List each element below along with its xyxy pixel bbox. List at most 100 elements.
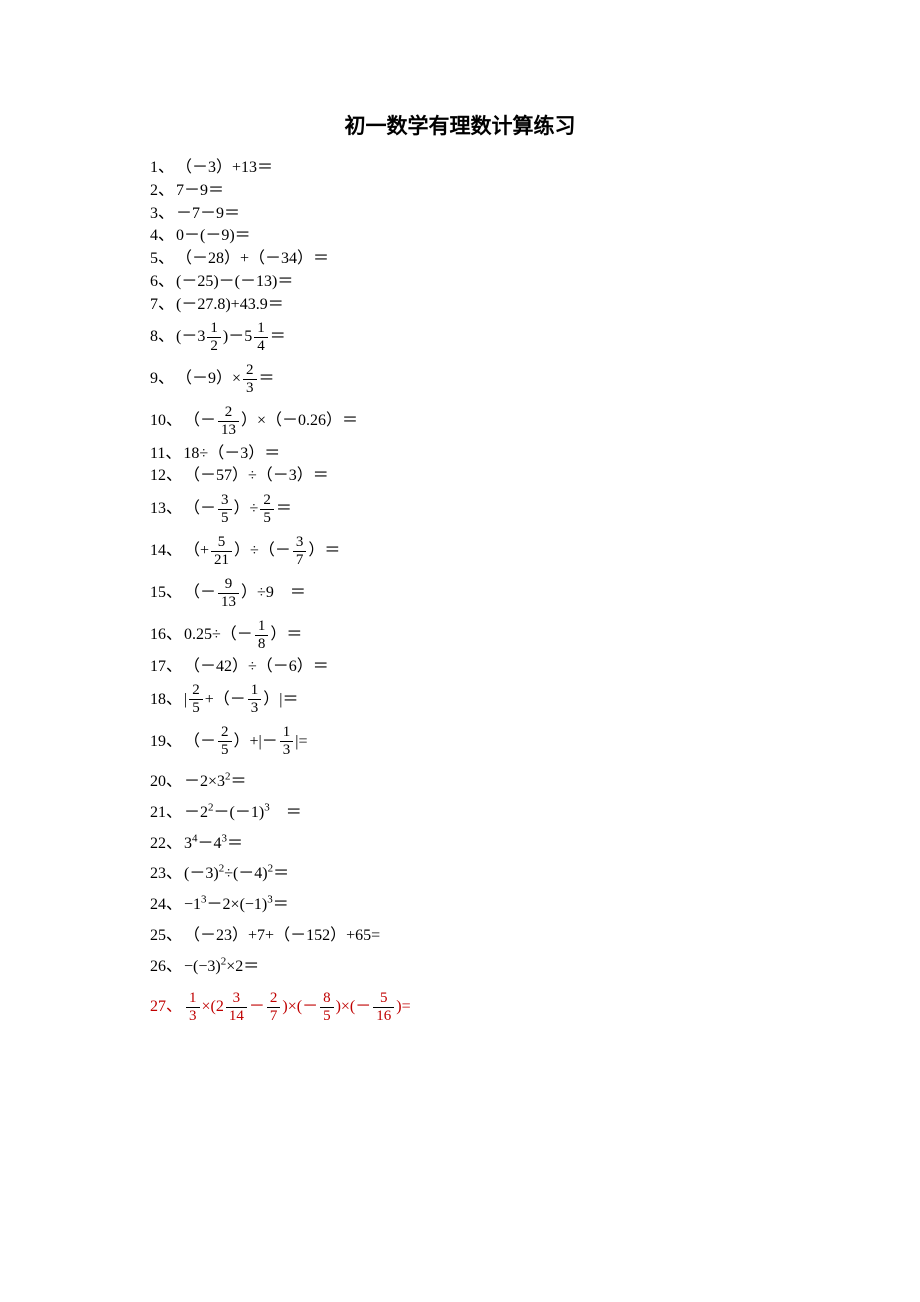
fraction: 25 <box>218 725 232 758</box>
fraction: 14 <box>254 321 268 354</box>
expr-part: | <box>184 690 187 711</box>
problem-14: 14、 （+ 521 ）÷（－ 37 ）＝ <box>150 531 770 571</box>
problem-expression: 0－(－9)＝ <box>176 226 251 247</box>
fraction: 516 <box>373 991 394 1024</box>
expr-part: （+ <box>184 541 209 562</box>
fraction: 23 <box>243 363 257 396</box>
problem-number: 22、 <box>150 834 182 855</box>
expr-part: |= <box>295 732 307 753</box>
problem-21: 21、 －22－(－1)3 ＝ <box>150 803 770 824</box>
problem-number: 2、 <box>150 181 174 202</box>
problem-expression: (－3)2÷(－4)2＝ <box>184 864 289 885</box>
expr-part: （－ <box>184 499 216 520</box>
expr-part: ＝ <box>276 499 292 520</box>
fraction: 13 <box>248 683 262 716</box>
problem-17: 17、 （－42）÷（－6）＝ <box>150 657 770 678</box>
problem-expression: （－28）+（－34）＝ <box>176 249 329 270</box>
problem-number: 14、 <box>150 541 182 562</box>
problem-number: 12、 <box>150 466 182 487</box>
problem-expression: －22－(－1)3 ＝ <box>184 803 302 824</box>
problem-expression: 34－43＝ <box>184 834 243 855</box>
problem-expression: －2×32＝ <box>184 772 247 793</box>
expr-part: ）|＝ <box>263 690 298 711</box>
problem-number: 18、 <box>150 690 182 711</box>
expr-part: )×(－ <box>336 997 372 1018</box>
problem-4: 4、 0－(－9)＝ <box>150 226 770 247</box>
problem-number: 3、 <box>150 204 174 225</box>
expr-part: （－ <box>184 411 216 432</box>
problem-expression: （－42）÷（－6）＝ <box>184 657 329 678</box>
fraction: 314 <box>226 991 247 1024</box>
problem-number: 5、 <box>150 249 174 270</box>
problem-3: 3、 －7－9＝ <box>150 204 770 225</box>
problem-number: 7、 <box>150 295 174 316</box>
expr-part: ×(2 <box>202 997 224 1018</box>
expr-part: 0.25÷（－ <box>184 625 253 646</box>
problem-expression: （－57）÷（－3）＝ <box>184 466 329 487</box>
problem-27: 27、 13 ×(2 314 － 27 )×(－ 85 )×(－ 516 )= <box>150 988 770 1028</box>
problem-number: 19、 <box>150 732 182 753</box>
problem-number: 4、 <box>150 226 174 247</box>
problem-15: 15、 （－ 913 ）÷9 ＝ <box>150 573 770 613</box>
expr-part: ）+|－ <box>234 732 278 753</box>
expr-part: ）＝ <box>270 625 302 646</box>
problem-18: 18、 | 25 +（－ 13 ）|＝ <box>150 680 770 720</box>
expr-part: ＝ <box>259 369 275 390</box>
problem-expression: (－25)－(－13)＝ <box>176 272 293 293</box>
problem-number: 16、 <box>150 625 182 646</box>
problem-expression: 7－9＝ <box>176 181 224 202</box>
fraction: 13 <box>280 725 294 758</box>
problem-expression: −(−3)2×2＝ <box>184 957 259 978</box>
fraction: 25 <box>260 493 274 526</box>
fraction: 913 <box>218 577 239 610</box>
expr-part: （－ <box>184 732 216 753</box>
fraction: 25 <box>189 683 203 716</box>
fraction: 35 <box>218 493 232 526</box>
expr-part: +（－ <box>205 690 246 711</box>
problem-23: 23、 (－3)2÷(－4)2＝ <box>150 864 770 885</box>
fraction: 18 <box>255 619 269 652</box>
problem-number: 21、 <box>150 803 182 824</box>
fraction: 27 <box>267 991 281 1024</box>
problem-2: 2、 7－9＝ <box>150 181 770 202</box>
problem-number: 27、 <box>150 997 182 1018</box>
problem-number: 17、 <box>150 657 182 678</box>
problem-expression: −13－2×(−1)3＝ <box>184 895 289 916</box>
problem-25: 25、 （－23）+7+（－152）+65= <box>150 926 770 947</box>
problem-number: 10、 <box>150 411 182 432</box>
problem-number: 23、 <box>150 864 182 885</box>
problem-number: 6、 <box>150 272 174 293</box>
problem-expression: (－27.8)+43.9＝ <box>176 295 284 316</box>
problem-1: 1、 （－3）+13＝ <box>150 158 770 179</box>
problem-number: 13、 <box>150 499 182 520</box>
page-title: 初一数学有理数计算练习 <box>150 110 770 140</box>
fraction: 12 <box>207 321 221 354</box>
expr-part: )×(－ <box>282 997 318 1018</box>
problem-number: 11、 <box>150 444 181 465</box>
problem-expression: （－3）+13＝ <box>176 158 273 179</box>
problem-number: 9、 <box>150 369 174 390</box>
problem-13: 13、 （－ 35 ）÷ 25 ＝ <box>150 489 770 529</box>
problem-5: 5、 （－28）+（－34）＝ <box>150 249 770 270</box>
problem-26: 26、 −(−3)2×2＝ <box>150 957 770 978</box>
problem-10: 10、 （－ 213 ）×（－0.26）＝ <box>150 402 770 442</box>
expr-part: （－9）× <box>176 369 241 390</box>
problem-7: 7、 (－27.8)+43.9＝ <box>150 295 770 316</box>
expr-part: ）÷ <box>234 499 259 520</box>
expr-part: （－ <box>184 583 216 604</box>
problem-19: 19、 （－ 25 ）+|－ 13 |= <box>150 722 770 762</box>
problem-9: 9、 （－9）× 23 ＝ <box>150 360 770 400</box>
expr-part: (－3 <box>176 327 205 348</box>
problem-6: 6、 (－25)－(－13)＝ <box>150 272 770 293</box>
expr-part: ）＝ <box>308 541 340 562</box>
problem-expression: （－23）+7+（－152）+65= <box>184 926 380 947</box>
problem-11: 11、 18÷（－3）＝ <box>150 444 770 465</box>
expr-part: ）÷9 ＝ <box>241 583 306 604</box>
problem-8: 8、 (－3 12 )－5 14 ＝ <box>150 318 770 358</box>
problem-20: 20、 －2×32＝ <box>150 772 770 793</box>
problem-number: 25、 <box>150 926 182 947</box>
problem-expression: －7－9＝ <box>176 204 240 225</box>
page-container: 初一数学有理数计算练习 1、 （－3）+13＝ 2、 7－9＝ 3、 －7－9＝… <box>0 0 920 1080</box>
fraction: 37 <box>293 535 307 568</box>
problem-expression: 18÷（－3）＝ <box>183 444 280 465</box>
